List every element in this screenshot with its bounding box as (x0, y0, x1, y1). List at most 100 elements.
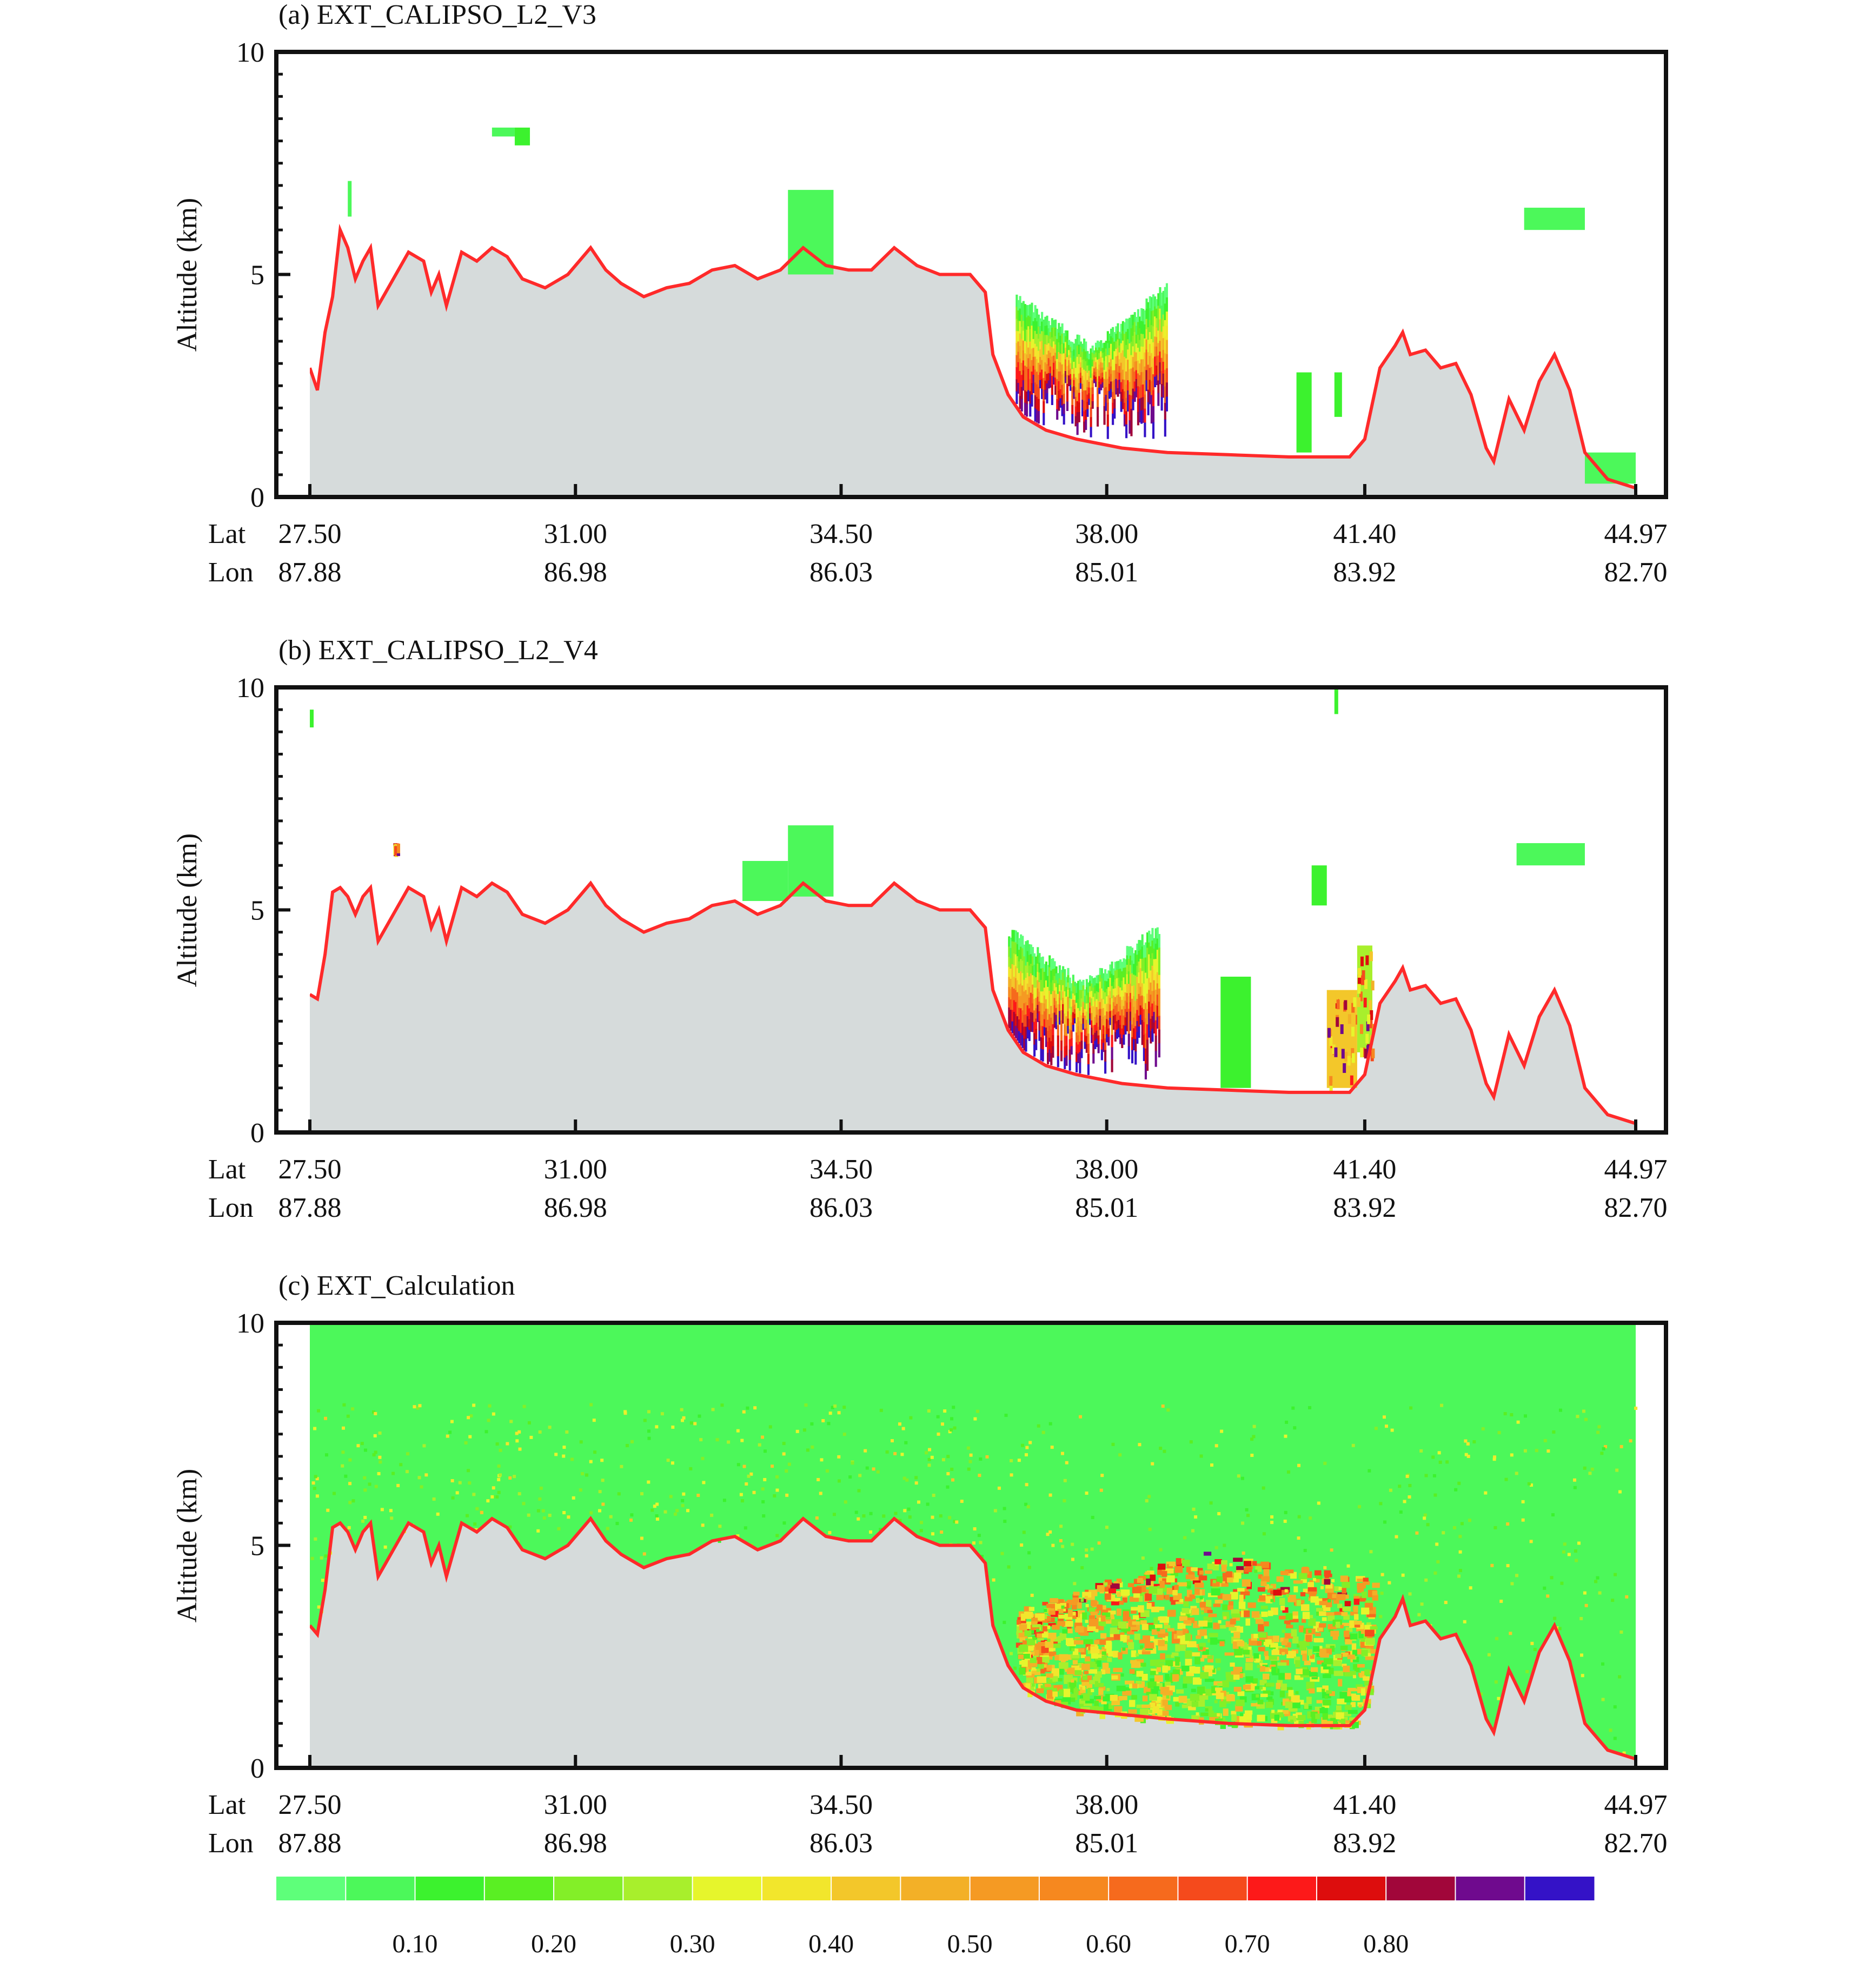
plume-cell (1152, 326, 1155, 343)
plume-cell (1026, 391, 1028, 405)
speckle (341, 1464, 344, 1468)
plume-cell (1120, 382, 1123, 393)
plume-cell (1074, 339, 1077, 349)
speckle (527, 1513, 530, 1517)
plume-cell (1135, 388, 1138, 397)
speckle (1174, 1585, 1179, 1590)
speckle (1204, 1665, 1214, 1670)
plume-cell (1079, 1000, 1081, 1011)
speckle (374, 1485, 378, 1488)
speckle (1186, 1581, 1191, 1588)
speckle (1175, 1659, 1180, 1666)
speckle (914, 1476, 918, 1480)
plume-cell (1123, 968, 1125, 978)
plume-cell (1164, 353, 1166, 370)
plume-cell (1049, 339, 1052, 347)
plume-cell (1125, 411, 1128, 425)
colorbar-cell (484, 1877, 554, 1900)
plume-cell (1022, 330, 1025, 341)
plume-cell (1040, 991, 1043, 1004)
speckle (660, 1412, 664, 1416)
plume-cell (1091, 352, 1094, 360)
speckle (1104, 1582, 1108, 1586)
speckle (1159, 1711, 1169, 1716)
aerosol-layer (1220, 976, 1251, 1088)
plume-cell (1082, 1002, 1085, 1008)
speckle (490, 1495, 494, 1499)
speckle (1096, 1626, 1101, 1629)
plume-cell (1135, 343, 1138, 353)
speckle (1029, 1627, 1034, 1634)
plume-cell (1094, 1009, 1097, 1018)
plume-cell (1121, 389, 1124, 400)
speckle (1049, 1611, 1056, 1615)
plume-cell (1100, 978, 1103, 989)
plume-cell (1087, 1023, 1090, 1035)
speckle (1290, 1572, 1297, 1579)
plume-cell (1147, 389, 1150, 403)
plume-cell (1127, 959, 1130, 972)
y-tick-label: 5 (250, 1531, 264, 1562)
plume-cell (1160, 357, 1163, 372)
speckle (1558, 1627, 1562, 1631)
plume-cell (1141, 1008, 1144, 1021)
plume-cell (1159, 297, 1161, 309)
plume-cell (1063, 414, 1065, 425)
aerosol-cell (1357, 974, 1361, 984)
speckle (1105, 1579, 1112, 1585)
speckle (1094, 1682, 1104, 1687)
plume-cell (1039, 365, 1042, 373)
plume-cell (1091, 401, 1094, 409)
plume-cell (1114, 1032, 1117, 1042)
x-tick-label-lon: 85.01 (1075, 557, 1138, 588)
speckle (968, 1460, 972, 1463)
speckle (1336, 1712, 1344, 1720)
aerosol-cell (1340, 1024, 1344, 1035)
plume-cell (1047, 328, 1050, 336)
speckle (1161, 1570, 1167, 1577)
plume-cell (1165, 368, 1169, 383)
plume-cell (1017, 352, 1020, 363)
plume-cell (1112, 359, 1114, 371)
speckle (842, 1433, 846, 1436)
plume-cell (1079, 357, 1082, 363)
aerosol-cell (1344, 1000, 1347, 1010)
speckle (1239, 1715, 1247, 1722)
speckle (1458, 1535, 1462, 1539)
speckle (953, 1520, 957, 1523)
speckle (1079, 1695, 1083, 1699)
plume-cell (1149, 296, 1151, 309)
plume-cell (1058, 985, 1061, 992)
plume-cell (1056, 359, 1059, 370)
speckle (1036, 1628, 1040, 1632)
plume-cell (1013, 930, 1015, 943)
plume-cell (1105, 402, 1107, 411)
speckle (1171, 1652, 1179, 1656)
speckle (1108, 1611, 1116, 1615)
plume-cell (1081, 408, 1084, 416)
plume-cell (1085, 1044, 1088, 1053)
plume-cell (1021, 1023, 1024, 1036)
plume-cell (1150, 982, 1152, 996)
plume-cell (1157, 306, 1160, 319)
plume-cell (1047, 1019, 1050, 1032)
plume-cell (1057, 993, 1059, 1005)
speckle (1497, 1431, 1501, 1435)
speckle (1047, 1638, 1051, 1642)
speckle (1140, 1662, 1146, 1667)
plume-cell (1157, 355, 1160, 369)
speckle (321, 1579, 324, 1582)
plume-cell (1066, 330, 1068, 340)
speckle (1506, 1564, 1510, 1568)
speckle (1171, 1600, 1176, 1605)
plume-cell (1088, 387, 1091, 394)
plume-cell (1105, 364, 1107, 373)
speckle (1334, 1586, 1340, 1592)
colorbar-cell (1524, 1877, 1595, 1900)
speckle (1123, 1639, 1127, 1642)
plume-cell (1148, 942, 1151, 955)
plume-cell (1063, 403, 1065, 415)
speckle (810, 1422, 814, 1426)
plume-cell (1041, 1026, 1044, 1038)
plume-cell (1162, 314, 1165, 327)
